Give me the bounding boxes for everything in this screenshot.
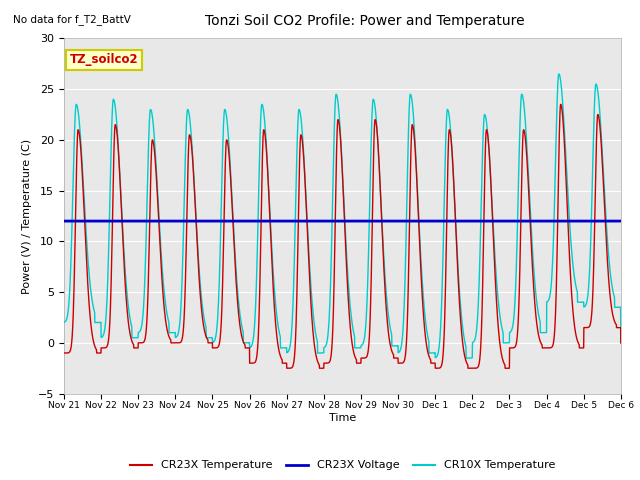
- Legend: CR23X Temperature, CR23X Voltage, CR10X Temperature: CR23X Temperature, CR23X Voltage, CR10X …: [125, 456, 559, 475]
- Y-axis label: Power (V) / Temperature (C): Power (V) / Temperature (C): [22, 138, 33, 294]
- X-axis label: Time: Time: [329, 413, 356, 423]
- Text: No data for f_T2_BattV: No data for f_T2_BattV: [13, 14, 131, 25]
- Text: Tonzi Soil CO2 Profile: Power and Temperature: Tonzi Soil CO2 Profile: Power and Temper…: [205, 14, 525, 28]
- Text: TZ_soilco2: TZ_soilco2: [70, 53, 138, 66]
